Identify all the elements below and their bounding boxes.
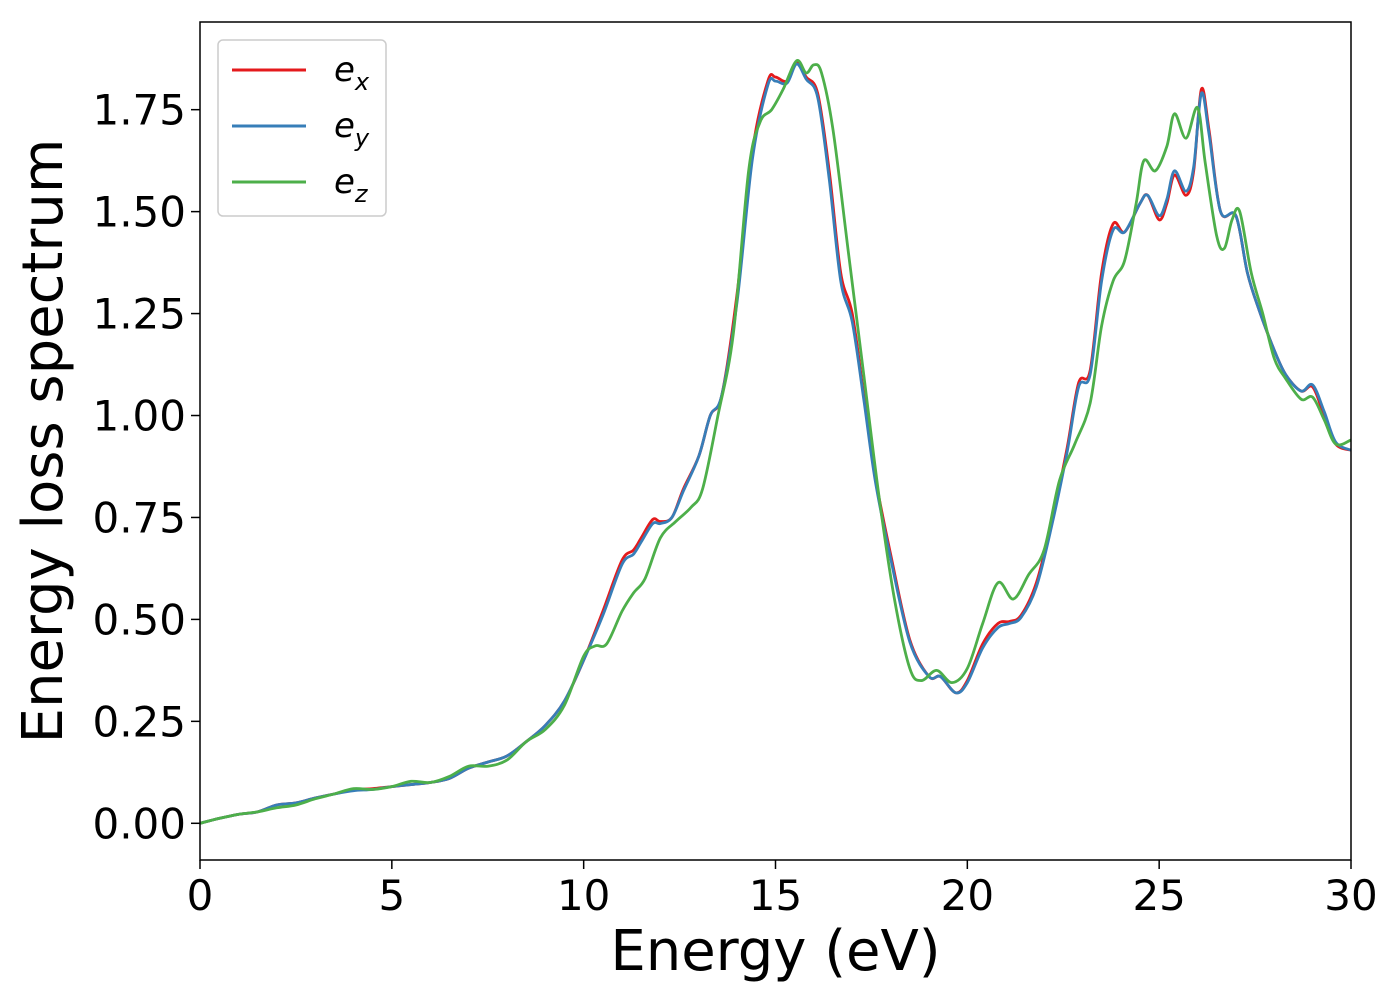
legend: ex ey ez (217, 39, 387, 217)
y-tick-label: 0.25 (92, 697, 186, 746)
x-tick-label: 25 (1132, 871, 1185, 920)
x-axis-title: Energy (eV) (610, 919, 940, 984)
y-tick-label: 1.50 (92, 188, 186, 237)
x-tick-label: 5 (378, 871, 405, 920)
x-axis: 0 5 10 15 20 25 30 (187, 860, 1378, 920)
y-tick-label: 0.50 (92, 595, 186, 644)
y-tick-label: 1.00 (92, 392, 186, 441)
plot-area (200, 59, 1351, 825)
x-tick-label: 15 (749, 871, 802, 920)
y-tick-label: 0.75 (92, 493, 186, 542)
y-tick-label: 1.75 (92, 86, 186, 135)
y-axis: 0.00 0.25 0.50 0.75 1.00 1.25 1.50 1.75 (92, 86, 200, 848)
legend-label-z: ez (334, 162, 369, 208)
x-tick-label: 20 (941, 871, 994, 920)
y-axis-title: Energy loss spectrum (11, 139, 76, 744)
x-tick-label: 0 (187, 871, 214, 920)
y-tick-label: 0.00 (92, 799, 186, 848)
x-tick-label: 30 (1324, 871, 1377, 920)
series-line-y (200, 62, 1351, 825)
plot-frame (199, 21, 1352, 861)
legend-label-y: ey (334, 106, 370, 152)
legend-label-x: ex (334, 50, 370, 96)
legend-box (217, 39, 387, 217)
series-line-z (200, 59, 1351, 825)
y-tick-label: 1.25 (92, 290, 186, 339)
x-tick-label: 10 (557, 871, 610, 920)
